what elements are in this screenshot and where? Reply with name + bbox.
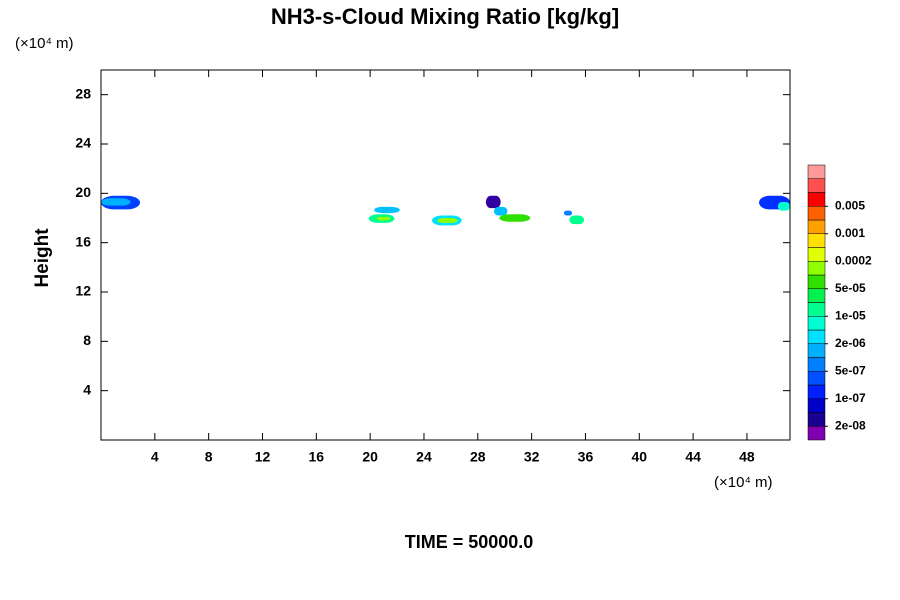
- colorbar-label: 5e-05: [835, 281, 866, 295]
- x-unit: (×10⁴ m): [714, 474, 773, 491]
- colorbar-bin: [807, 412, 826, 427]
- colorbar-bin: [807, 343, 826, 358]
- y-tick-label: 24: [75, 135, 91, 151]
- x-tick-label: 44: [685, 449, 701, 465]
- x-tick-label: 36: [578, 449, 594, 465]
- x-tick-label: 32: [524, 449, 540, 465]
- y-tick-label: 28: [75, 85, 91, 101]
- cloud-region: [777, 201, 790, 211]
- y-tick-label: 4: [83, 381, 91, 397]
- colorbar-bin: [807, 233, 826, 248]
- colorbar-bin: [807, 426, 826, 441]
- cloud-region: [485, 195, 501, 209]
- colorbar-label: 1e-05: [835, 308, 866, 322]
- colorbar-bin: [807, 206, 826, 221]
- x-tick-label: 28: [470, 449, 486, 465]
- y-tick-label: 12: [75, 283, 91, 299]
- colorbar-bin: [807, 192, 826, 207]
- colorbar-bin: [807, 357, 826, 372]
- x-tick-label: 12: [255, 449, 271, 465]
- y-tick-label: 16: [75, 233, 91, 249]
- cloud-region: [437, 218, 458, 223]
- cloud-region: [499, 214, 531, 222]
- colorbar-bin: [807, 329, 826, 344]
- y-tick-label: 8: [83, 332, 91, 348]
- cloud-region: [374, 206, 400, 214]
- colorbar-bin: [807, 178, 826, 193]
- colorbar-bin: [807, 219, 826, 234]
- cloud-region: [569, 215, 585, 225]
- colorbar-bin: [807, 164, 826, 179]
- x-tick-label: 24: [416, 449, 432, 465]
- colorbar-label: 0.0002: [835, 253, 872, 267]
- x-tick-label: 40: [631, 449, 647, 465]
- colorbar-label: 2e-06: [835, 336, 866, 350]
- colorbar-bin: [807, 302, 826, 317]
- y-tick-label: 20: [75, 184, 91, 200]
- colorbar-label: 0.001: [835, 226, 865, 240]
- colorbar-bin: [807, 274, 826, 289]
- colorbar-bin: [807, 384, 826, 399]
- colorbar-bin: [807, 316, 826, 331]
- time-label: TIME = 50000.0: [405, 532, 534, 552]
- y-axis-label: Height: [32, 228, 53, 288]
- x-tick-label: 8: [205, 449, 213, 465]
- x-tick-label: 4: [151, 449, 159, 465]
- colorbar-bin: [807, 288, 826, 303]
- colorbar-label: 5e-07: [835, 363, 866, 377]
- chart-title: NH3-s-Cloud Mixing Ratio [kg/kg]: [271, 4, 619, 29]
- x-tick-label: 20: [362, 449, 378, 465]
- colorbar-bin: [807, 371, 826, 386]
- colorbar-label: 0.005: [835, 198, 865, 212]
- y-unit: (×10⁴ m): [15, 35, 74, 52]
- colorbar-bin: [807, 261, 826, 276]
- colorbar-bin: [807, 247, 826, 262]
- colorbar-label: 1e-07: [835, 391, 866, 405]
- x-tick-label: 48: [739, 449, 755, 465]
- cloud-region: [563, 210, 572, 216]
- colorbar-bin: [807, 398, 826, 413]
- colorbar-label: 2e-08: [835, 418, 866, 432]
- cloud-region: [493, 206, 508, 216]
- plot-frame: [100, 69, 791, 441]
- cloud-region: [101, 198, 131, 206]
- x-tick-label: 16: [309, 449, 325, 465]
- cloud-region: [376, 216, 391, 221]
